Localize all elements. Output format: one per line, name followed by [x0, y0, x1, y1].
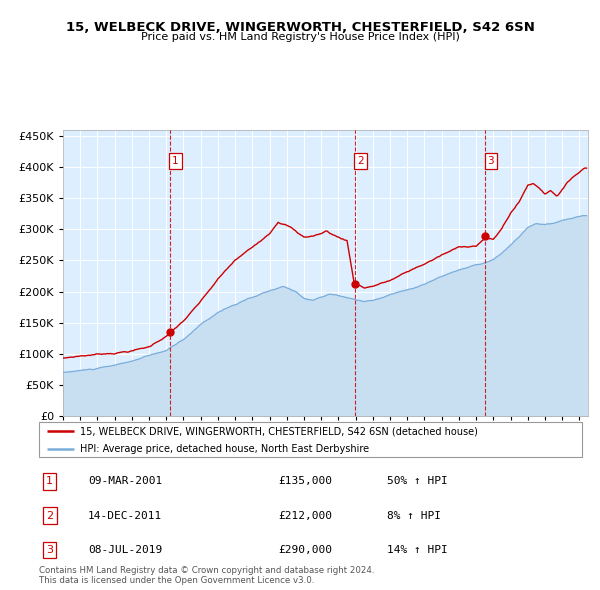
Text: 50% ↑ HPI: 50% ↑ HPI — [386, 477, 447, 486]
Text: £212,000: £212,000 — [278, 511, 332, 520]
Text: 8% ↑ HPI: 8% ↑ HPI — [386, 511, 440, 520]
Text: 2: 2 — [358, 156, 364, 166]
Text: £290,000: £290,000 — [278, 545, 332, 555]
Text: 3: 3 — [488, 156, 494, 166]
Text: Contains HM Land Registry data © Crown copyright and database right 2024.: Contains HM Land Registry data © Crown c… — [39, 566, 374, 575]
Text: 15, WELBECK DRIVE, WINGERWORTH, CHESTERFIELD, S42 6SN: 15, WELBECK DRIVE, WINGERWORTH, CHESTERF… — [65, 21, 535, 34]
Text: 1: 1 — [46, 477, 53, 486]
Text: 14-DEC-2011: 14-DEC-2011 — [88, 511, 162, 520]
Text: 09-MAR-2001: 09-MAR-2001 — [88, 477, 162, 486]
Text: 1: 1 — [172, 156, 179, 166]
Text: 15, WELBECK DRIVE, WINGERWORTH, CHESTERFIELD, S42 6SN (detached house): 15, WELBECK DRIVE, WINGERWORTH, CHESTERF… — [80, 427, 478, 437]
Text: HPI: Average price, detached house, North East Derbyshire: HPI: Average price, detached house, Nort… — [80, 444, 369, 454]
Text: 3: 3 — [46, 545, 53, 555]
Text: 14% ↑ HPI: 14% ↑ HPI — [386, 545, 447, 555]
Text: £135,000: £135,000 — [278, 477, 332, 486]
Text: Price paid vs. HM Land Registry's House Price Index (HPI): Price paid vs. HM Land Registry's House … — [140, 32, 460, 42]
Text: 08-JUL-2019: 08-JUL-2019 — [88, 545, 162, 555]
Text: This data is licensed under the Open Government Licence v3.0.: This data is licensed under the Open Gov… — [39, 576, 314, 585]
Text: 2: 2 — [46, 511, 53, 520]
